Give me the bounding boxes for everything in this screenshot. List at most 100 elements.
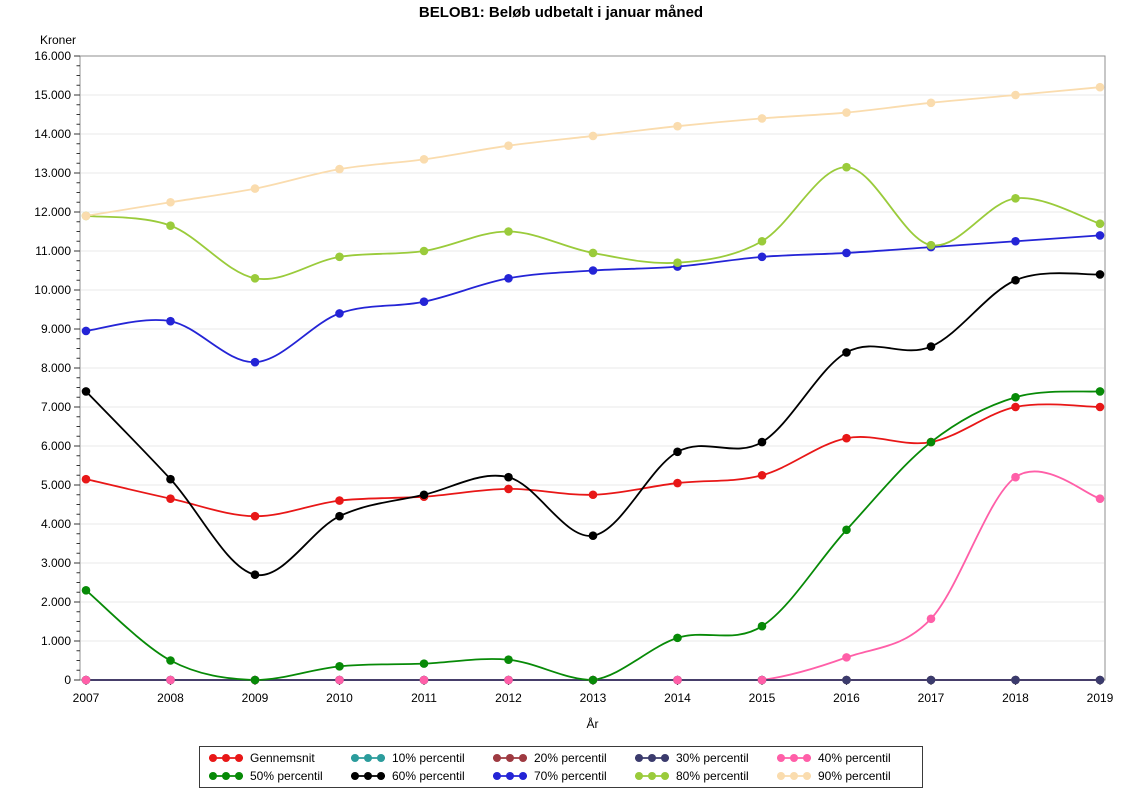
series-marker-50-percentil — [842, 525, 851, 535]
legend-item: 60% percentil — [350, 769, 488, 783]
series-marker-70-percentil — [166, 316, 175, 326]
legend-label: 10% percentil — [392, 751, 465, 765]
series-marker-70-percentil — [81, 326, 91, 336]
series-marker-90-percentil — [166, 197, 175, 207]
series-marker-90-percentil — [335, 164, 344, 174]
series-marker-40-percentil — [1011, 472, 1020, 482]
series-marker-60-percentil — [250, 570, 260, 579]
legend-label: Gennemsnit — [250, 751, 315, 765]
legend-label: 20% percentil — [534, 751, 607, 765]
series-marker-40-percentil — [842, 653, 851, 662]
x-tick-label: 2013 — [580, 691, 607, 705]
series-marker-60-percentil — [588, 531, 598, 540]
y-tick-label: 2.000 — [41, 595, 71, 609]
series-marker-60-percentil — [757, 437, 767, 447]
y-axis-label: Kroner — [40, 33, 76, 47]
series-line-gennemsnit — [85, 403, 1101, 518]
series-line-80-percentil — [85, 166, 1101, 280]
legend-item: 70% percentil — [492, 769, 630, 783]
y-tick-label: 8.000 — [41, 361, 71, 375]
series-marker-80-percentil — [1095, 219, 1105, 228]
legend-label: 70% percentil — [534, 769, 607, 783]
series-marker-50-percentil — [673, 633, 682, 643]
series-marker-90-percentil — [1095, 82, 1105, 92]
series-marker-80-percentil — [419, 246, 429, 256]
x-tick-label: 2009 — [242, 691, 269, 705]
series-marker-80-percentil — [926, 240, 936, 250]
legend-marker — [635, 754, 669, 762]
series-marker-gennemsnit — [335, 496, 344, 505]
series-marker-60-percentil — [926, 342, 936, 351]
legend-item: 30% percentil — [634, 751, 772, 765]
series-marker-50-percentil — [757, 621, 767, 631]
series-marker-90-percentil — [81, 211, 91, 221]
series-marker-gennemsnit — [504, 484, 513, 494]
series-marker-90-percentil — [419, 155, 429, 164]
y-tick-label: 6.000 — [41, 439, 71, 453]
legend-item: 10% percentil — [350, 751, 488, 765]
legend-marker — [777, 754, 811, 762]
legend-marker — [209, 754, 243, 762]
y-tick-label: 12.000 — [34, 205, 71, 219]
series-marker-70-percentil — [757, 252, 767, 262]
legend: Gennemsnit 10% percentil 20% percentil 30% … — [199, 746, 923, 788]
series-marker-80-percentil — [504, 227, 513, 236]
series-marker-80-percentil — [250, 274, 260, 283]
plot-area: 0 1.000 2.000 3.000 4.000 5.000 6.000 7.000 8.00… — [34, 33, 1113, 731]
legend-marker — [493, 772, 527, 780]
legend-label: 30% percentil — [676, 751, 749, 765]
x-tick-label: 2007 — [73, 691, 100, 705]
series-marker-40-percentil — [166, 675, 175, 685]
y-tick-label: 3.000 — [41, 556, 71, 570]
series-line-60-percentil — [85, 272, 1101, 576]
series-marker-70-percentil — [335, 309, 344, 318]
series-marker-60-percentil — [504, 472, 513, 482]
legend-item: 90% percentil — [776, 769, 914, 783]
legend-marker — [777, 772, 811, 780]
legend-label: 90% percentil — [818, 769, 891, 783]
series-marker-30-percentil — [842, 675, 851, 685]
series-marker-40-percentil — [757, 675, 767, 685]
series-marker-90-percentil — [842, 108, 851, 117]
series-marker-70-percentil — [250, 357, 260, 367]
series-marker-gennemsnit — [757, 470, 767, 480]
series-marker-90-percentil — [926, 98, 936, 108]
series-marker-80-percentil — [166, 221, 175, 230]
series-marker-70-percentil — [588, 266, 598, 275]
series-marker-60-percentil — [166, 474, 175, 484]
legend-label: 80% percentil — [676, 769, 749, 783]
y-tick-label: 9.000 — [41, 322, 71, 336]
series-marker-40-percentil — [335, 675, 344, 685]
legend-label: 60% percentil — [392, 769, 465, 783]
series-marker-70-percentil — [842, 248, 851, 258]
series-marker-40-percentil — [419, 675, 429, 685]
series-marker-70-percentil — [1011, 236, 1020, 246]
y-tick-label: 14.000 — [34, 127, 71, 141]
series-line-90-percentil — [85, 86, 1101, 217]
x-tick-label: 2012 — [495, 691, 522, 705]
series-marker-30-percentil — [1095, 675, 1105, 685]
legend-item: 20% percentil — [492, 751, 630, 765]
series-marker-40-percentil — [81, 675, 91, 685]
series-marker-80-percentil — [673, 258, 682, 267]
series-marker-gennemsnit — [81, 474, 91, 484]
series-marker-30-percentil — [1011, 675, 1020, 685]
series-marker-60-percentil — [1011, 275, 1020, 285]
legend-marker — [635, 772, 669, 780]
series-marker-60-percentil — [1095, 270, 1105, 279]
x-tick-label: 2010 — [326, 691, 353, 705]
legend-label: 50% percentil — [250, 769, 323, 783]
legend-item: Gennemsnit — [208, 751, 346, 765]
legend-marker — [351, 772, 385, 780]
series-marker-90-percentil — [250, 184, 260, 193]
series-marker-90-percentil — [1011, 90, 1020, 100]
series-marker-90-percentil — [504, 141, 513, 150]
x-tick-label: 2014 — [664, 691, 691, 705]
y-tick-label: 16.000 — [34, 49, 71, 63]
series-line-40-percentil — [86, 470, 1101, 681]
legend-item: 40% percentil — [776, 751, 914, 765]
series-marker-50-percentil — [335, 662, 344, 671]
chart-title: BELOB1: Beløb udbetalt i januar måned — [418, 4, 704, 21]
series-marker-70-percentil — [504, 274, 513, 283]
